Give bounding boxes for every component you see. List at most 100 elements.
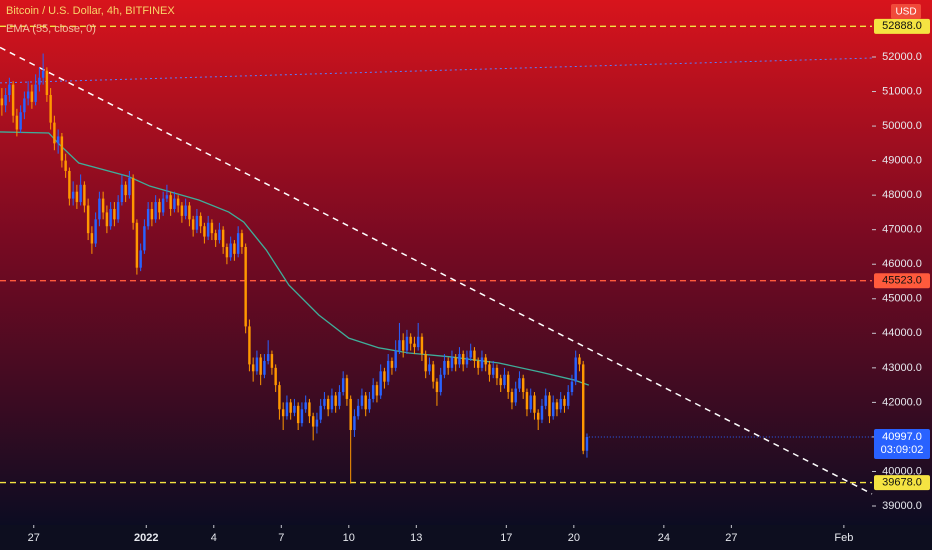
candle-body xyxy=(244,246,247,327)
x-tick-label: 27 xyxy=(28,532,40,544)
candle-body xyxy=(71,191,75,199)
candle-body xyxy=(581,364,585,451)
candle-body xyxy=(330,395,334,410)
y-tick-label: 49000.0 xyxy=(882,155,922,167)
candle-body xyxy=(60,136,64,161)
candle-body xyxy=(263,360,266,375)
candle-body xyxy=(439,374,442,393)
x-tick-label: Feb xyxy=(834,532,853,544)
candle-body xyxy=(518,378,521,389)
y-tick-label: 47000.0 xyxy=(882,224,922,236)
candle-body xyxy=(476,360,480,368)
candle-body xyxy=(113,208,116,220)
candle-body xyxy=(199,215,202,227)
candle-body xyxy=(0,98,4,106)
candle-body xyxy=(188,205,191,220)
candle-body xyxy=(536,412,540,420)
candle-body xyxy=(480,357,484,368)
candle-body xyxy=(563,398,566,406)
candle-body xyxy=(578,357,581,365)
candle-body xyxy=(64,160,67,171)
candle-body xyxy=(135,222,139,268)
candle-body xyxy=(251,364,255,372)
candle-body xyxy=(101,198,105,213)
candle-body xyxy=(529,395,532,410)
candle-body xyxy=(416,336,420,348)
y-tick-label: 43000.0 xyxy=(882,362,922,374)
candle-body xyxy=(551,402,555,417)
candle-body xyxy=(353,416,356,431)
candle-body xyxy=(296,405,300,424)
candle-body xyxy=(240,233,244,247)
plot-layer: 39000.040000.041000.042000.043000.044000… xyxy=(0,18,930,544)
candle-body xyxy=(570,381,574,393)
candle-body xyxy=(510,392,514,403)
x-tick-label: 17 xyxy=(500,532,512,544)
candle-body xyxy=(574,357,577,382)
candle-body xyxy=(386,360,390,382)
candle-body xyxy=(405,336,409,351)
background xyxy=(0,0,932,525)
x-tick-label: 4 xyxy=(211,532,217,544)
candle-body xyxy=(506,374,510,393)
candle-body xyxy=(548,395,551,417)
candle-body xyxy=(499,378,502,386)
candle-body xyxy=(79,184,82,203)
y-tick-label: 40000.0 xyxy=(882,465,922,477)
y-tick-label: 52000.0 xyxy=(882,51,922,63)
y-tick-label: 48000.0 xyxy=(882,189,922,201)
candle-body xyxy=(94,219,97,244)
y-tick-label: 44000.0 xyxy=(882,327,922,339)
candle-body xyxy=(304,402,307,410)
candle-body xyxy=(109,208,112,227)
candle-body xyxy=(544,395,547,406)
trendline xyxy=(0,57,873,84)
candle-body xyxy=(525,392,529,410)
currency-label[interactable]: USD xyxy=(895,7,916,18)
x-tick-label: 27 xyxy=(725,532,737,544)
candle-body xyxy=(375,385,379,396)
candle-body xyxy=(323,398,326,406)
candle-body xyxy=(413,343,416,348)
candle-body xyxy=(356,405,360,417)
candle-body xyxy=(161,198,165,213)
candle-body xyxy=(15,115,19,130)
candle-body xyxy=(300,409,304,424)
candle-body xyxy=(75,191,79,203)
candle-body xyxy=(236,233,240,254)
candle-body xyxy=(461,354,465,365)
time-axis-band xyxy=(0,525,932,550)
candle-body xyxy=(266,354,270,361)
currency-badge[interactable] xyxy=(891,4,921,19)
candle-body xyxy=(495,367,499,379)
candle-body xyxy=(491,367,495,375)
candle-body xyxy=(150,208,154,220)
x-tick-label: 10 xyxy=(343,532,355,544)
candle-body xyxy=(345,378,349,399)
candle-body xyxy=(465,357,469,365)
ema-line xyxy=(0,131,590,386)
candle-body xyxy=(124,184,127,196)
candle-body xyxy=(533,395,536,413)
candle-body xyxy=(139,250,142,268)
y-tick-label: 51000.0 xyxy=(882,85,922,97)
candle-body xyxy=(484,357,487,365)
level-tag-label: 39678.0 xyxy=(882,476,922,488)
candle-body xyxy=(34,84,37,102)
candle-body xyxy=(154,202,157,220)
candle-body xyxy=(210,222,214,234)
candle-body xyxy=(225,246,229,258)
candle-body xyxy=(221,229,225,247)
candle-body xyxy=(259,357,262,375)
countdown-label: 03:09:02 xyxy=(881,444,924,456)
candle-body xyxy=(383,371,386,382)
candle-body xyxy=(326,398,330,410)
chart-title: Bitcoin / U.S. Dollar, 4h, BITFINEX xyxy=(6,5,175,17)
candle-body xyxy=(540,405,544,420)
candle-body xyxy=(311,416,315,427)
candle-body xyxy=(49,94,52,123)
candle-body xyxy=(169,195,172,209)
candle-body xyxy=(233,243,236,254)
candle-body xyxy=(195,215,199,230)
